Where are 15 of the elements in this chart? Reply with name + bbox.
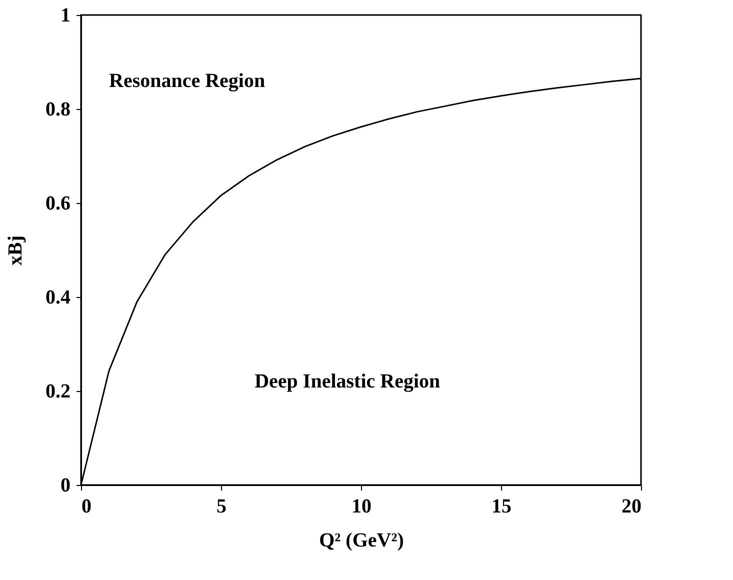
y-axis-title: xBj: [4, 236, 26, 266]
x-tick-label: 5: [216, 496, 226, 518]
y-tick-label: 0.4: [46, 286, 70, 308]
y-tick-label: 0.8: [46, 98, 70, 120]
y-tick-label: 0.2: [46, 380, 70, 402]
annotation: Resonance Region: [109, 70, 266, 92]
y-tick-label: 1: [60, 4, 70, 26]
x-tick-label: 15: [492, 496, 512, 518]
x-tick-label: 20: [622, 496, 642, 518]
annotation: Deep Inelastic Region: [254, 370, 440, 393]
y-tick-label: 0.6: [46, 192, 70, 214]
x-tick-label: 10: [352, 496, 372, 518]
x-tick-label: 0: [82, 496, 92, 518]
y-tick-label: 0: [60, 474, 70, 496]
x-axis-title: Q² (GeV²): [319, 530, 404, 552]
